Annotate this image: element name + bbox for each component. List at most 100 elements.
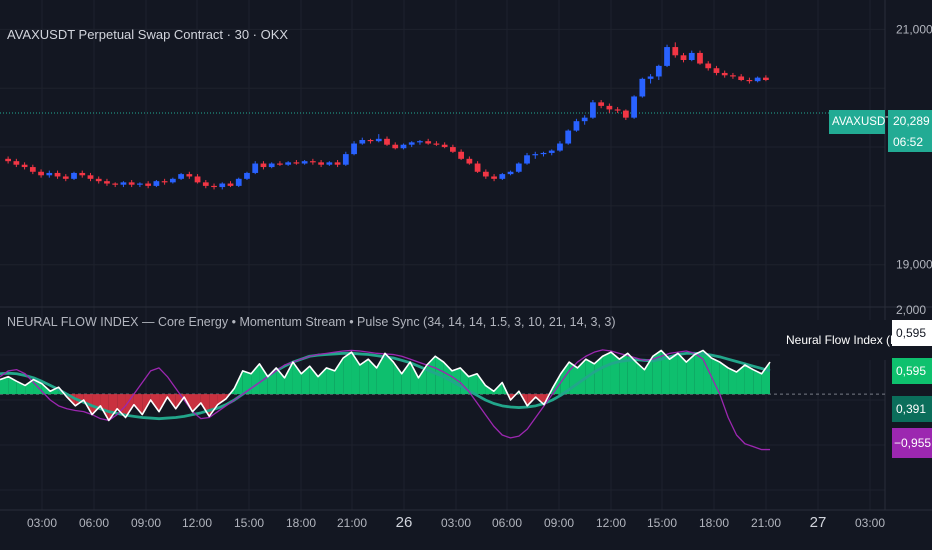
time-tick-label: 09:00 [544, 516, 574, 530]
candle [268, 162, 275, 169]
candle-body [71, 172, 77, 179]
candle-body [532, 154, 539, 156]
candle [211, 183, 217, 190]
candle [120, 181, 127, 188]
candle-body [219, 183, 226, 188]
candle-body [38, 171, 44, 176]
candle [5, 156, 12, 164]
fill-negative-segment [192, 394, 201, 412]
symbol-title[interactable]: AVAXUSDT Perpetual Swap Contract · 30 · … [7, 27, 289, 42]
candle-body [186, 174, 193, 177]
candle-body [309, 161, 316, 163]
candle-body [285, 162, 292, 165]
time-tick-label: 09:00 [131, 516, 161, 530]
candle-body [211, 185, 217, 188]
fill-positive-segment [376, 353, 385, 395]
fill-negative-segment [133, 394, 143, 415]
candle [557, 141, 563, 152]
candle [13, 158, 20, 168]
candle-body [318, 162, 324, 165]
candle [433, 141, 440, 146]
candle-body [277, 163, 283, 165]
candle [425, 138, 432, 145]
candle-body [746, 80, 753, 82]
candle-body [87, 175, 94, 179]
candle-body [244, 172, 250, 179]
candle-body [194, 176, 201, 183]
candle [762, 75, 769, 82]
candlestick-series [5, 42, 769, 190]
fill-positive-segment [368, 359, 377, 395]
candle-body [392, 144, 399, 149]
time-axis-ticks: 03:00 06:00 09:00 12:00 15:00 18:00 21:00 26 03:… [27, 514, 885, 531]
candle-body [639, 78, 646, 97]
symbol-badge[interactable]: AVAXUSDT.P [829, 110, 902, 134]
candle-body [548, 150, 555, 153]
fill-positive-segment [401, 362, 411, 395]
fill-positive-segment [359, 359, 369, 395]
candle [54, 170, 61, 179]
candle [590, 100, 596, 119]
candle [730, 72, 736, 79]
candle [647, 74, 654, 84]
candle [71, 171, 77, 180]
candle-body [137, 183, 143, 185]
candle [705, 61, 712, 71]
candle-body [268, 163, 275, 168]
price-axis-ticks: 21,000 19,000 2,000 [896, 22, 932, 317]
fill-positive-segment [736, 365, 745, 395]
fill-positive-segment [393, 362, 402, 395]
candle [145, 181, 152, 189]
fill-positive-segment [644, 356, 653, 395]
candle-body [120, 182, 127, 185]
fill-negative-segment [92, 394, 101, 415]
fill-positive-segment [267, 367, 277, 395]
candle [721, 70, 728, 78]
fill-positive-segment [694, 350, 704, 395]
indicator-title[interactable]: NEURAL FLOW INDEX — Core Energy • Moment… [7, 315, 616, 329]
fill-positive-segment [686, 354, 695, 395]
candle [178, 172, 184, 180]
time-tick-label: 26 [396, 514, 413, 531]
candle [581, 115, 588, 125]
candle [46, 170, 53, 178]
time-tick-label: 06:00 [492, 516, 522, 530]
candle [367, 138, 374, 144]
candle [235, 177, 242, 188]
candle-body [384, 138, 390, 145]
candle-body [573, 121, 580, 131]
candle-body [524, 155, 530, 164]
candle-body [540, 152, 547, 155]
candle-body [697, 52, 703, 64]
candle [252, 161, 259, 175]
fill-negative-segment [108, 394, 118, 421]
candle-body [301, 161, 308, 164]
candle-body [417, 141, 423, 143]
fill-positive-segment [560, 362, 570, 395]
candle [38, 169, 44, 178]
candle [474, 161, 481, 173]
candle [655, 64, 662, 80]
nfi-value-purple: −0,955 [892, 428, 932, 458]
candle-body [293, 162, 300, 164]
fill-negative-segment [117, 394, 126, 418]
candle-body [400, 144, 407, 149]
fill-positive-segment [669, 353, 678, 395]
fill-positive-segment [728, 367, 737, 395]
time-tick-label: 21:00 [337, 516, 367, 530]
fill-positive-segment [619, 353, 628, 395]
candle [104, 178, 110, 186]
candle [79, 170, 86, 178]
candle [153, 180, 160, 188]
candle [507, 170, 514, 176]
candle [95, 176, 102, 184]
candle-body [95, 178, 102, 182]
indicator-legend-label: Neural Flow Index (NFI): [780, 320, 892, 360]
candle-body [79, 172, 86, 176]
candle [450, 144, 456, 153]
candle-body [738, 76, 745, 80]
candle [746, 77, 753, 84]
fill-positive-segment [301, 366, 310, 395]
price-tick-label: 19,000 [896, 258, 932, 272]
